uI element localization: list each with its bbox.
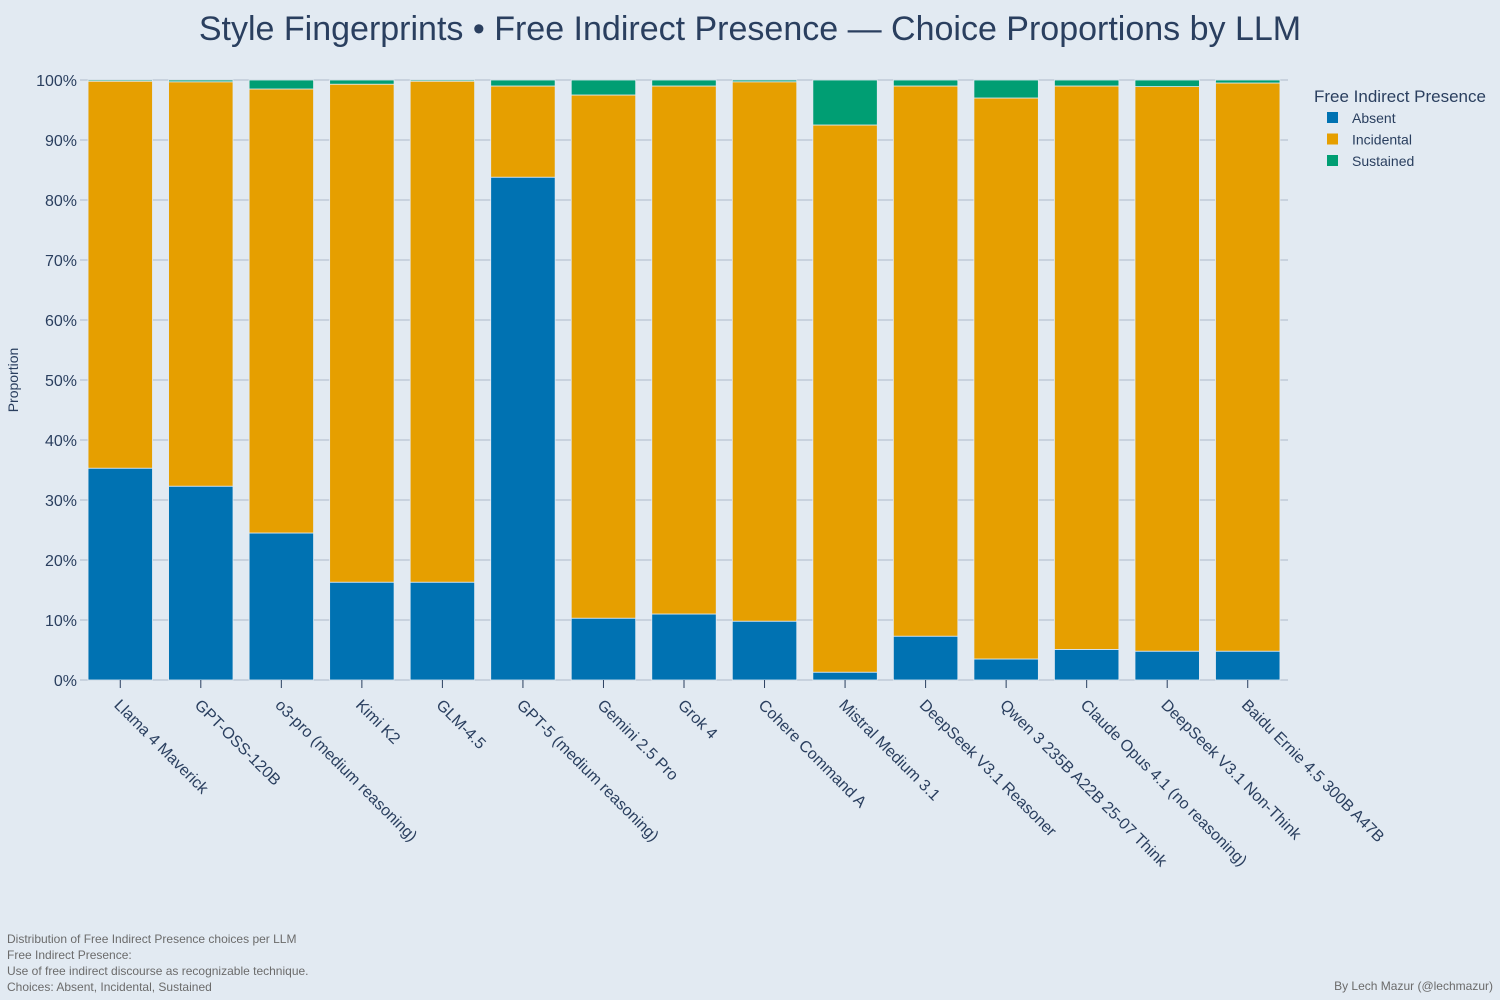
y-tick-label: 20% <box>45 553 77 570</box>
bar-segment-absent <box>490 176 556 681</box>
y-tick-label: 70% <box>45 253 77 270</box>
legend-label: Absent <box>1352 110 1396 126</box>
bar-segment-incidental <box>248 88 314 534</box>
y-tick-label: 0% <box>54 673 77 690</box>
bar-segment-sustained <box>1215 79 1281 84</box>
y-tick-label: 50% <box>45 373 77 390</box>
y-tick-label: 90% <box>45 133 77 150</box>
y-tick-label: 100% <box>36 73 77 90</box>
bar-segment-sustained <box>409 79 476 82</box>
bar-segment-incidental <box>409 80 476 583</box>
y-axis-ticks: 0% 10% 20% 30% 40% 50% 60% 70% 80% 90% 100% <box>36 73 77 690</box>
y-tick-label: 80% <box>45 193 77 210</box>
bar-segment-sustained <box>812 79 878 126</box>
bars <box>87 79 1281 681</box>
y-tick-label: 60% <box>45 313 77 330</box>
legend-swatch <box>1327 112 1338 123</box>
bar-segment-absent <box>651 613 717 681</box>
bar-segment-incidental <box>1054 85 1120 650</box>
x-tick-label: DeepSeek V3.1 Non-Think <box>1157 697 1304 844</box>
bar-segment-sustained <box>1134 79 1200 87</box>
bar-segment-sustained <box>731 79 798 83</box>
bar-segment-sustained <box>570 79 637 96</box>
x-tick-label: GPT-5 (medium reasoning) <box>513 697 661 845</box>
y-tick-label: 30% <box>45 493 77 510</box>
x-tick-label: Gemini 2.5 Pro <box>594 697 682 785</box>
note-line: Choices: Absent, Incidental, Sustained <box>7 980 212 994</box>
bar-segment-incidental <box>168 81 234 487</box>
legend-label: Incidental <box>1352 132 1412 148</box>
x-tick-label: o3-pro (medium reasoning) <box>272 697 420 845</box>
bar-segment-incidental <box>329 83 395 583</box>
note-line: Use of free indirect discourse as recogn… <box>7 964 309 978</box>
bar-segment-absent <box>731 620 798 681</box>
bar-segment-sustained <box>329 79 395 85</box>
note-line: Distribution of Free Indirect Presence c… <box>7 932 297 946</box>
bar-segment-absent <box>409 581 476 681</box>
x-tick-label: Claude Opus 4.1 (no reasoning) <box>1077 697 1250 870</box>
chart-notes: Distribution of Free Indirect Presence c… <box>7 931 309 995</box>
x-tick-label: GLM-4.5 <box>433 697 489 753</box>
legend-swatch <box>1327 155 1338 166</box>
y-axis-label: Proportion <box>5 348 21 413</box>
legend: Free Indirect Presence Absent Incidental S… <box>1314 87 1486 169</box>
bar-segment-absent <box>892 635 959 681</box>
bar-segment-sustained <box>168 79 234 83</box>
bar-segment-absent <box>570 617 637 681</box>
bar-segment-absent <box>248 532 314 681</box>
bar-segment-incidental <box>570 94 637 619</box>
bar-segment-incidental <box>1215 82 1281 652</box>
bar-segment-sustained <box>973 79 1039 99</box>
bar-segment-sustained <box>248 79 314 90</box>
bar-segment-incidental <box>651 85 717 615</box>
legend-swatch <box>1327 133 1338 145</box>
x-tick-label: Kimi K2 <box>352 697 403 748</box>
x-tick-label: Grok 4 <box>674 697 720 743</box>
x-tick-label: Baidu Ernie 4.5 300B A47B <box>1238 697 1387 846</box>
bar-segment-absent <box>973 658 1039 681</box>
x-tick-label: Qwen 3 235B A22B 25-07 Think <box>996 697 1170 871</box>
bar-segment-sustained <box>892 79 959 87</box>
bar-segment-incidental <box>490 85 556 178</box>
bar-segment-absent <box>87 467 153 681</box>
x-tick-label: DeepSeek V3.1 Reasoner <box>916 697 1060 841</box>
bar-segment-absent <box>812 671 878 681</box>
note-line: Free Indirect Presence: <box>7 948 132 962</box>
bar-segment-incidental <box>812 124 878 673</box>
x-tick-label: GPT-OSS-120B <box>191 697 284 790</box>
y-tick-label: 10% <box>45 613 77 630</box>
bar-segment-sustained <box>1054 79 1120 87</box>
bar-segment-absent <box>329 581 395 681</box>
bar-segment-absent <box>1054 649 1120 681</box>
bar-segment-incidental <box>731 81 798 622</box>
bar-segment-absent <box>1134 650 1200 681</box>
bar-segment-incidental <box>87 80 153 469</box>
credit: By Lech Mazur (@lechmazur) <box>1334 979 1493 993</box>
legend-label: Sustained <box>1352 153 1414 169</box>
bar-segment-incidental <box>1134 86 1200 652</box>
bar-segment-incidental <box>973 97 1039 660</box>
bar-segment-sustained <box>490 79 556 87</box>
bar-segment-sustained <box>651 79 717 87</box>
chart-title: Style Fingerprints • Free Indirect Prese… <box>199 10 1301 48</box>
legend-title: Free Indirect Presence <box>1314 87 1486 106</box>
bar-segment-sustained <box>87 79 153 82</box>
bar-segment-absent <box>1215 650 1281 681</box>
y-tick-label: 40% <box>45 433 77 450</box>
bar-segment-incidental <box>892 85 959 637</box>
bar-segment-absent <box>168 485 234 681</box>
